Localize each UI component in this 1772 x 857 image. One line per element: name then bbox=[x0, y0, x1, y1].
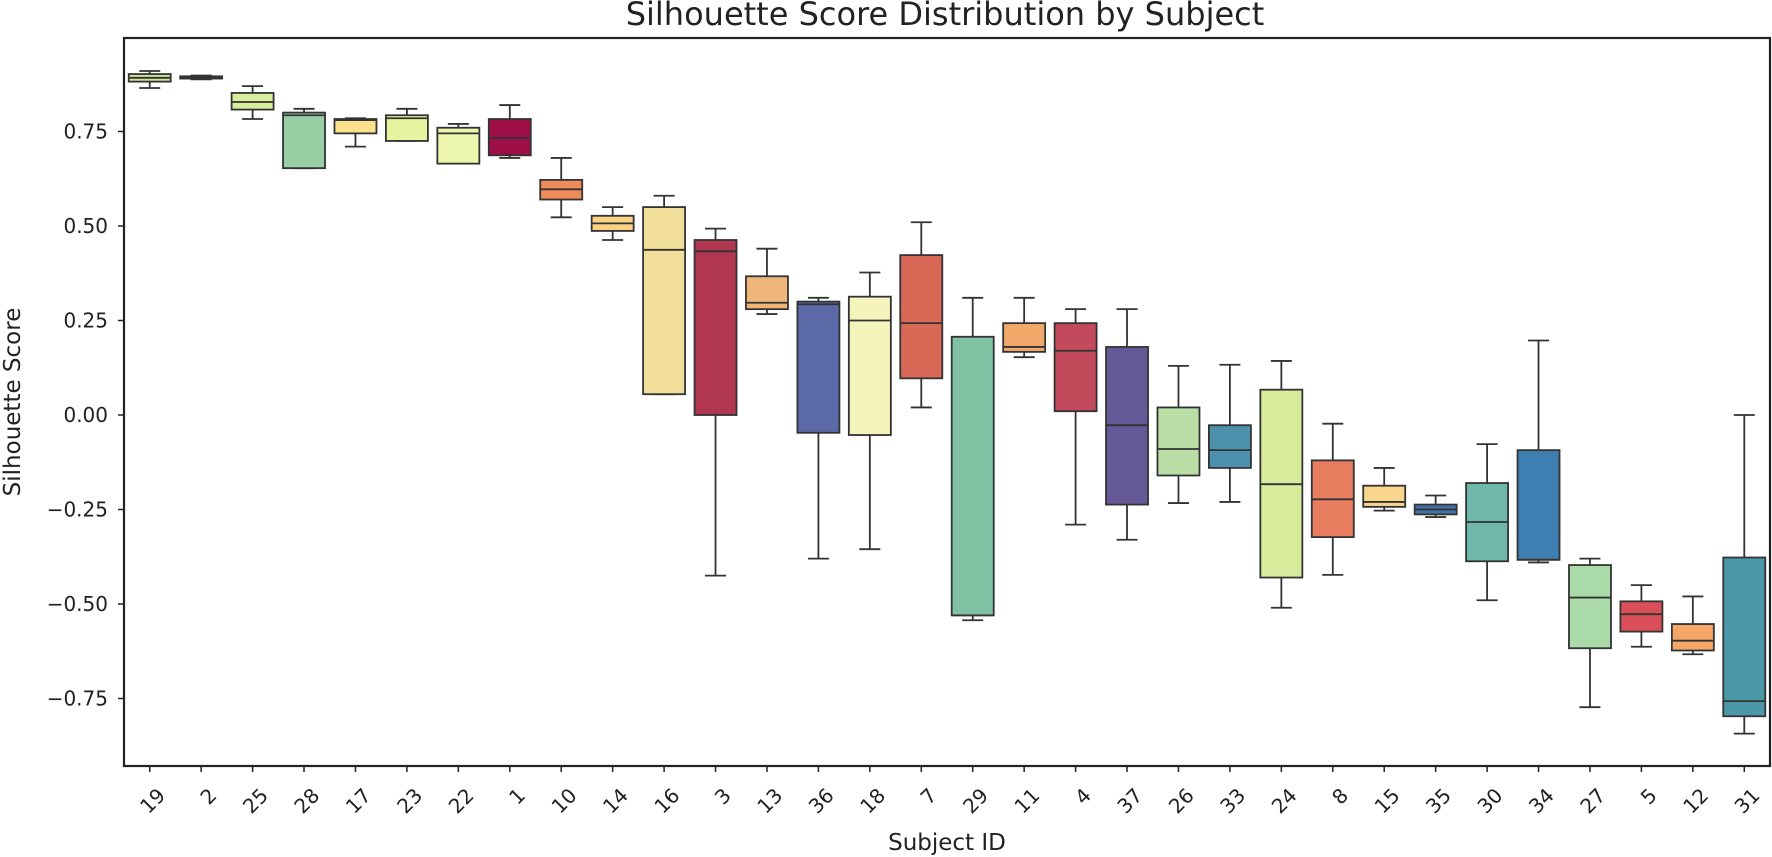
x-tick-label: 4 bbox=[1070, 783, 1096, 809]
box-subject-27 bbox=[1568, 557, 1612, 709]
x-axis-label: Subject ID bbox=[888, 830, 1006, 856]
box-subject-24 bbox=[1259, 360, 1304, 609]
boxes-layer bbox=[127, 70, 1767, 735]
y-tick-label: 0.75 bbox=[63, 120, 108, 144]
x-tick-label: 30 bbox=[1472, 783, 1507, 818]
y-tick-label: 0.25 bbox=[63, 309, 108, 333]
y-tick-label: −0.50 bbox=[47, 592, 108, 616]
x-tick-label: 11 bbox=[1009, 783, 1044, 818]
iqr-box bbox=[745, 275, 789, 311]
y-tick-label: −0.75 bbox=[47, 687, 108, 711]
box-subject-25 bbox=[230, 85, 275, 120]
box-subject-29 bbox=[950, 296, 995, 622]
box-subject-34 bbox=[1516, 339, 1561, 564]
iqr-box bbox=[1670, 623, 1715, 652]
box-subject-28 bbox=[282, 107, 326, 170]
box-subject-31 bbox=[1722, 414, 1767, 735]
x-tick-label: 12 bbox=[1678, 783, 1713, 818]
x-tick-label: 10 bbox=[547, 783, 582, 818]
box-subject-10 bbox=[539, 157, 584, 219]
iqr-box bbox=[385, 114, 429, 142]
iqr-box bbox=[1722, 556, 1767, 718]
x-tick-label: 27 bbox=[1575, 783, 1610, 818]
iqr-box bbox=[1156, 406, 1201, 477]
box-subject-35 bbox=[1413, 494, 1458, 518]
box-subject-30 bbox=[1465, 443, 1509, 602]
iqr-box bbox=[1516, 449, 1561, 561]
x-tick-label: 36 bbox=[804, 783, 839, 818]
box-subject-11 bbox=[1002, 296, 1047, 359]
box-subject-13 bbox=[745, 247, 789, 315]
iqr-box bbox=[1362, 484, 1407, 508]
y-axis-label: Silhouette Score bbox=[0, 308, 26, 497]
box-subject-37 bbox=[1105, 308, 1149, 541]
box-subject-8 bbox=[1310, 422, 1355, 576]
box-subject-18 bbox=[847, 271, 892, 551]
box-subject-17 bbox=[333, 117, 378, 148]
box-subject-26 bbox=[1156, 364, 1201, 504]
x-tick-label: 3 bbox=[710, 783, 736, 809]
x-tick-label: 33 bbox=[1215, 783, 1250, 818]
x-tick-label: 14 bbox=[598, 783, 633, 818]
x-axis-ticks: 19 2 25 28 17 23 22 1 10 14 16 3 13 36 18 7 29 11 4 37 26 33 2… bbox=[135, 766, 1765, 818]
box-subject-7 bbox=[899, 221, 944, 409]
x-tick-label: 19 bbox=[135, 783, 170, 818]
iqr-box bbox=[1568, 564, 1612, 650]
x-tick-label: 34 bbox=[1524, 783, 1559, 818]
chart-title: Silhouette Score Distribution by Subject bbox=[626, 0, 1265, 33]
x-tick-label: 15 bbox=[1370, 783, 1405, 818]
y-tick-label: 0.00 bbox=[63, 403, 108, 427]
x-tick-label: 31 bbox=[1730, 783, 1765, 818]
x-tick-label: 23 bbox=[392, 783, 427, 818]
x-tick-label: 22 bbox=[444, 783, 479, 818]
x-tick-label: 7 bbox=[916, 783, 942, 809]
box-subject-12 bbox=[1670, 595, 1715, 656]
iqr-box bbox=[642, 206, 686, 396]
box-subject-23 bbox=[385, 107, 429, 142]
iqr-box bbox=[1208, 424, 1252, 469]
box-subject-22 bbox=[436, 123, 481, 165]
iqr-box bbox=[1619, 600, 1664, 633]
x-tick-label: 37 bbox=[1112, 783, 1147, 818]
iqr-box bbox=[693, 239, 738, 416]
box-subject-15 bbox=[1362, 467, 1407, 512]
box-subject-1 bbox=[487, 104, 532, 159]
box-subject-2 bbox=[179, 74, 224, 81]
iqr-box bbox=[899, 254, 944, 380]
x-tick-label: 35 bbox=[1421, 783, 1456, 818]
iqr-box bbox=[282, 111, 326, 170]
x-tick-label: 29 bbox=[958, 783, 993, 818]
box-subject-14 bbox=[590, 206, 635, 241]
x-tick-label: 18 bbox=[855, 783, 890, 818]
x-tick-label: 16 bbox=[649, 783, 684, 818]
iqr-box bbox=[333, 118, 378, 135]
y-tick-label: −0.25 bbox=[47, 498, 108, 522]
x-tick-label: 13 bbox=[752, 783, 787, 818]
x-tick-label: 2 bbox=[195, 783, 221, 809]
plot-frame bbox=[122, 36, 1772, 768]
x-tick-label: 5 bbox=[1636, 783, 1662, 809]
iqr-box bbox=[847, 295, 892, 436]
iqr-box bbox=[796, 300, 841, 434]
x-tick-label: 24 bbox=[1267, 783, 1302, 818]
x-tick-label: 1 bbox=[504, 783, 530, 809]
y-axis-ticks: 0.75 0.50 0.25 0.00 −0.25 −0.50 −0.75 bbox=[47, 120, 124, 711]
box-subject-16 bbox=[642, 194, 686, 396]
box-subject-4 bbox=[1053, 308, 1098, 526]
x-tick-label: 17 bbox=[341, 783, 376, 818]
box-subject-36 bbox=[796, 296, 841, 560]
x-tick-label: 26 bbox=[1164, 783, 1199, 818]
y-tick-label: 0.50 bbox=[63, 214, 108, 238]
box-subject-5 bbox=[1619, 584, 1664, 648]
x-tick-label: 25 bbox=[238, 783, 273, 818]
x-tick-label: 28 bbox=[289, 783, 324, 818]
box-subject-19 bbox=[127, 70, 172, 89]
x-tick-label: 8 bbox=[1327, 783, 1353, 809]
box-subject-33 bbox=[1208, 363, 1252, 503]
iqr-box bbox=[1053, 322, 1098, 413]
box-subject-3 bbox=[693, 227, 738, 577]
iqr-box bbox=[950, 335, 995, 617]
